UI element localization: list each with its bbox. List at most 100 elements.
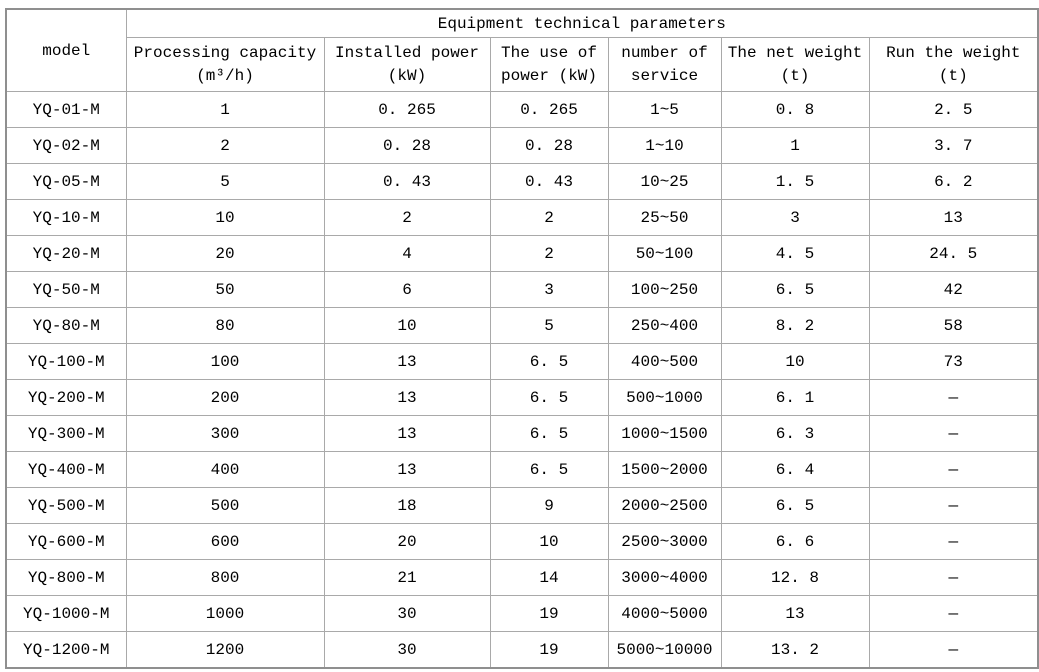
cell-installed-power: 13	[323, 379, 491, 416]
col-header-line2: (m³/h)	[196, 66, 254, 85]
cell-processing-capacity: 20	[125, 235, 325, 272]
cell-installed-power: 20	[323, 523, 491, 560]
cell-number-of-service: 3000~4000	[607, 559, 722, 596]
cell-net-weight: 12. 8	[720, 559, 870, 596]
cell-use-of-power: 10	[489, 523, 609, 560]
cell-processing-capacity: 500	[125, 487, 325, 524]
table-row: YQ-01-M 1 0. 265 0. 265 1~5 0. 8 2. 5	[5, 91, 1039, 128]
cell-number-of-service: 4000~5000	[607, 595, 722, 632]
cell-number-of-service: 50~100	[607, 235, 722, 272]
cell-net-weight: 1	[720, 127, 870, 164]
cell-net-weight: 6. 5	[720, 271, 870, 308]
cell-installed-power: 13	[323, 415, 491, 452]
cell-number-of-service: 1500~2000	[607, 451, 722, 488]
cell-use-of-power: 14	[489, 559, 609, 596]
cell-processing-capacity: 1	[125, 91, 325, 128]
cell-installed-power: 18	[323, 487, 491, 524]
table-row: YQ-1000-M 1000 30 19 4000~5000 13 —	[5, 595, 1039, 632]
cell-run-weight: —	[868, 559, 1039, 596]
cell-use-of-power: 6. 5	[489, 415, 609, 452]
table-row: YQ-200-M 200 13 6. 5 500~1000 6. 1 —	[5, 379, 1039, 416]
cell-model: YQ-500-M	[5, 487, 127, 524]
cell-run-weight: —	[868, 451, 1039, 488]
cell-processing-capacity: 1000	[125, 595, 325, 632]
cell-processing-capacity: 300	[125, 415, 325, 452]
cell-use-of-power: 19	[489, 595, 609, 632]
cell-run-weight: 42	[868, 271, 1039, 308]
table-row: YQ-10-M 10 2 2 25~50 3 13	[5, 199, 1039, 236]
cell-model: YQ-02-M	[5, 127, 127, 164]
cell-number-of-service: 1~5	[607, 91, 722, 128]
table-row: YQ-80-M 80 10 5 250~400 8. 2 58	[5, 307, 1039, 344]
cell-installed-power: 30	[323, 595, 491, 632]
cell-model: YQ-100-M	[5, 343, 127, 380]
col-header-line2: (t)	[780, 66, 810, 85]
cell-use-of-power: 0. 43	[489, 163, 609, 200]
cell-use-of-power: 0. 28	[489, 127, 609, 164]
cell-run-weight: —	[868, 487, 1039, 524]
col-header-line2: (kW)	[387, 66, 427, 85]
col-header-model: model	[5, 8, 127, 92]
cell-number-of-service: 250~400	[607, 307, 722, 344]
col-header-installed-power: Installed power (kW)	[323, 37, 491, 92]
col-header-processing-capacity: Processing capacity (m³/h)	[125, 37, 325, 92]
cell-processing-capacity: 800	[125, 559, 325, 596]
cell-processing-capacity: 5	[125, 163, 325, 200]
cell-processing-capacity: 1200	[125, 631, 325, 669]
cell-number-of-service: 500~1000	[607, 379, 722, 416]
cell-number-of-service: 400~500	[607, 343, 722, 380]
table-body: YQ-01-M 1 0. 265 0. 265 1~5 0. 8 2. 5 YQ…	[5, 91, 1039, 669]
cell-net-weight: 6. 6	[720, 523, 870, 560]
cell-net-weight: 6. 3	[720, 415, 870, 452]
cell-run-weight: —	[868, 523, 1039, 560]
cell-processing-capacity: 200	[125, 379, 325, 416]
cell-processing-capacity: 600	[125, 523, 325, 560]
cell-net-weight: 3	[720, 199, 870, 236]
cell-use-of-power: 0. 265	[489, 91, 609, 128]
col-header-net-weight: The net weight (t)	[720, 37, 870, 92]
cell-run-weight: —	[868, 379, 1039, 416]
cell-model: YQ-01-M	[5, 91, 127, 128]
header-row-group: model Equipment technical parameters	[5, 8, 1039, 92]
cell-number-of-service: 25~50	[607, 199, 722, 236]
cell-installed-power: 13	[323, 451, 491, 488]
table-row: YQ-800-M 800 21 14 3000~4000 12. 8 —	[5, 559, 1039, 596]
cell-model: YQ-20-M	[5, 235, 127, 272]
cell-installed-power: 30	[323, 631, 491, 669]
cell-processing-capacity: 80	[125, 307, 325, 344]
table-row: YQ-300-M 300 13 6. 5 1000~1500 6. 3 —	[5, 415, 1039, 452]
cell-net-weight: 1. 5	[720, 163, 870, 200]
col-header-number-of-service: number of service	[607, 37, 722, 92]
table-row: YQ-100-M 100 13 6. 5 400~500 10 73	[5, 343, 1039, 380]
col-header-line1: The net weight	[727, 43, 863, 62]
cell-use-of-power: 6. 5	[489, 451, 609, 488]
col-header-line1: Run the weight	[886, 43, 1021, 62]
col-header-line2: (t)	[938, 66, 968, 85]
col-header-line1: Processing capacity	[133, 43, 317, 62]
cell-model: YQ-300-M	[5, 415, 127, 452]
cell-installed-power: 0. 43	[323, 163, 491, 200]
cell-use-of-power: 6. 5	[489, 343, 609, 380]
table-row: YQ-400-M 400 13 6. 5 1500~2000 6. 4 —	[5, 451, 1039, 488]
cell-number-of-service: 1~10	[607, 127, 722, 164]
cell-run-weight: 2. 5	[868, 91, 1039, 128]
cell-installed-power: 4	[323, 235, 491, 272]
cell-installed-power: 2	[323, 199, 491, 236]
table-row: YQ-05-M 5 0. 43 0. 43 10~25 1. 5 6. 2	[5, 163, 1039, 200]
cell-run-weight: —	[868, 631, 1039, 669]
cell-use-of-power: 3	[489, 271, 609, 308]
table-row: YQ-20-M 20 4 2 50~100 4. 5 24. 5	[5, 235, 1039, 272]
cell-use-of-power: 9	[489, 487, 609, 524]
cell-run-weight: 24. 5	[868, 235, 1039, 272]
cell-use-of-power: 2	[489, 199, 609, 236]
cell-model: YQ-10-M	[5, 199, 127, 236]
cell-net-weight: 0. 8	[720, 91, 870, 128]
cell-installed-power: 21	[323, 559, 491, 596]
cell-model: YQ-200-M	[5, 379, 127, 416]
cell-processing-capacity: 2	[125, 127, 325, 164]
equipment-parameters-table: model Equipment technical parameters Pro…	[5, 8, 1039, 669]
cell-net-weight: 6. 4	[720, 451, 870, 488]
cell-installed-power: 13	[323, 343, 491, 380]
cell-model: YQ-600-M	[5, 523, 127, 560]
